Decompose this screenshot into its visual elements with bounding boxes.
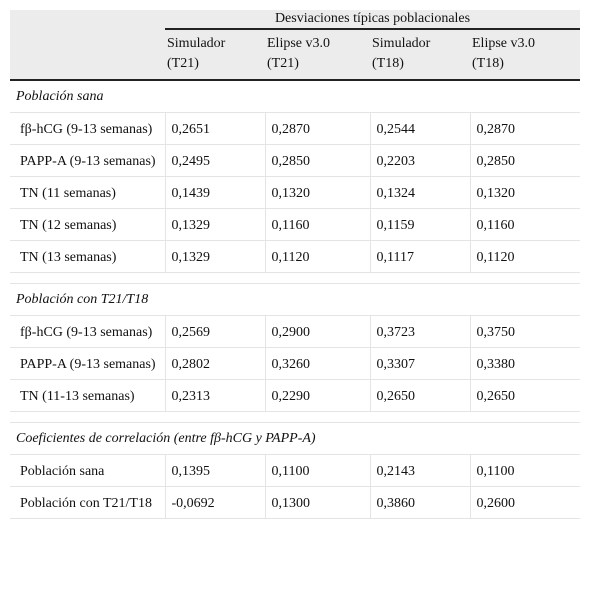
value-cell: 0,3750 xyxy=(469,315,581,348)
section-title: Población con T21/T18 xyxy=(10,283,581,316)
data-row: TN (11 semanas) 0,1439 0,1320 0,1324 0,1320 xyxy=(10,176,581,209)
value-cell: 0,2870 xyxy=(264,112,371,145)
value-cell: 0,2600 xyxy=(469,486,581,519)
value-cell: 0,1320 xyxy=(264,176,371,209)
value-cell: 0,2651 xyxy=(164,112,266,145)
section-row: Población sana xyxy=(10,79,581,113)
value-cell: 0,2650 xyxy=(369,379,471,412)
value-cell: 0,3723 xyxy=(369,315,471,348)
section-title: Coeficientes de correlación (entre fβ-hC… xyxy=(10,422,581,455)
value-cell: 0,2495 xyxy=(164,144,266,177)
value-cell: 0,1300 xyxy=(264,486,371,519)
spacer-row xyxy=(10,411,581,423)
value-cell: 0,2290 xyxy=(264,379,371,412)
value-cell: 0,1324 xyxy=(369,176,471,209)
section-title: Población sana xyxy=(10,79,581,113)
value-cell: 0,2802 xyxy=(164,347,266,380)
data-row: Población con T21/T18 -0,0692 0,1300 0,3860… xyxy=(10,486,581,519)
column-header-line: (T18) xyxy=(372,56,404,71)
value-cell: 0,3380 xyxy=(469,347,581,380)
value-cell: 0,1120 xyxy=(264,240,371,273)
column-header-line: (T21) xyxy=(167,56,199,71)
row-label: TN (13 semanas) xyxy=(10,240,166,273)
data-row: PAPP-A (9-13 semanas) 0,2802 0,3260 0,3307 0… xyxy=(10,347,581,380)
row-label: TN (12 semanas) xyxy=(10,208,166,241)
column-header-line: Elipse v3.0 xyxy=(472,36,535,51)
row-label: fβ-hCG (9-13 semanas) xyxy=(10,112,166,145)
data-row: TN (13 semanas) 0,1329 0,1120 0,1117 0,1120 xyxy=(10,240,581,273)
value-cell: 0,3860 xyxy=(369,486,471,519)
value-cell: 0,2203 xyxy=(369,144,471,177)
table-head: Desviaciones típicas poblacionales Simul… xyxy=(10,10,581,81)
value-cell: 0,1395 xyxy=(164,454,266,487)
column-header-line: Elipse v3.0 xyxy=(267,36,330,51)
row-label: Población sana xyxy=(10,454,166,487)
value-cell: 0,1120 xyxy=(469,240,581,273)
section-row: Coeficientes de correlación (entre fβ-hC… xyxy=(10,422,581,455)
value-cell: 0,1329 xyxy=(164,208,266,241)
section-row: Población con T21/T18 xyxy=(10,283,581,316)
data-row: Población sana 0,1395 0,1100 0,2143 0,1100 xyxy=(10,454,581,487)
value-cell: 0,1160 xyxy=(469,208,581,241)
column-header-line: (T18) xyxy=(472,56,504,71)
value-cell: 0,2143 xyxy=(369,454,471,487)
value-cell: 0,2544 xyxy=(369,112,471,145)
spacer-cell xyxy=(10,272,581,284)
data-row: TN (11-13 semanas) 0,2313 0,2290 0,2650 0,26… xyxy=(10,379,581,412)
spacer-cell xyxy=(10,411,581,423)
column-header: Elipse v3.0 (T18) xyxy=(470,29,581,81)
empty-cell xyxy=(10,10,165,29)
row-label: Población con T21/T18 xyxy=(10,486,166,519)
value-cell: 0,2850 xyxy=(264,144,371,177)
data-row: fβ-hCG (9-13 semanas) 0,2651 0,2870 0,2544 0… xyxy=(10,112,581,145)
value-cell: 0,2900 xyxy=(264,315,371,348)
row-label: TN (11 semanas) xyxy=(10,176,166,209)
table-body: Población sana fβ-hCG (9-13 semanas) 0,265… xyxy=(10,79,581,519)
data-row: fβ-hCG (9-13 semanas) 0,2569 0,2900 0,3723 0… xyxy=(10,315,581,348)
column-header: Simulador (T18) xyxy=(370,29,470,81)
column-header-line: Simulador xyxy=(372,36,431,51)
column-header: Simulador (T21) xyxy=(165,29,265,81)
value-cell: 0,3307 xyxy=(369,347,471,380)
row-label: PAPP-A (9-13 semanas) xyxy=(10,144,166,177)
value-cell: -0,0692 xyxy=(164,486,266,519)
value-cell: 0,2870 xyxy=(469,112,581,145)
column-header: Elipse v3.0 (T21) xyxy=(265,29,370,81)
row-label: PAPP-A (9-13 semanas) xyxy=(10,347,166,380)
value-cell: 0,1100 xyxy=(469,454,581,487)
value-cell: 0,3260 xyxy=(264,347,371,380)
value-cell: 0,2850 xyxy=(469,144,581,177)
empty-cell xyxy=(10,29,165,81)
value-cell: 0,1100 xyxy=(264,454,371,487)
column-header-line: (T21) xyxy=(267,56,299,71)
group-header: Desviaciones típicas poblacionales xyxy=(165,10,581,30)
spacer-row xyxy=(10,272,581,284)
value-cell: 0,2650 xyxy=(469,379,581,412)
data-row: TN (12 semanas) 0,1329 0,1160 0,1159 0,1160 xyxy=(10,208,581,241)
row-label: TN (11-13 semanas) xyxy=(10,379,166,412)
value-cell: 0,1320 xyxy=(469,176,581,209)
column-header-line: Simulador xyxy=(167,36,226,51)
value-cell: 0,2569 xyxy=(164,315,266,348)
data-row: PAPP-A (9-13 semanas) 0,2495 0,2850 0,2203 0… xyxy=(10,144,581,177)
value-cell: 0,1159 xyxy=(369,208,471,241)
value-cell: 0,1329 xyxy=(164,240,266,273)
value-cell: 0,1439 xyxy=(164,176,266,209)
row-label: fβ-hCG (9-13 semanas) xyxy=(10,315,166,348)
value-cell: 0,1117 xyxy=(369,240,471,273)
data-table: Desviaciones típicas poblacionales Simul… xyxy=(10,10,581,519)
value-cell: 0,1160 xyxy=(264,208,371,241)
value-cell: 0,2313 xyxy=(164,379,266,412)
